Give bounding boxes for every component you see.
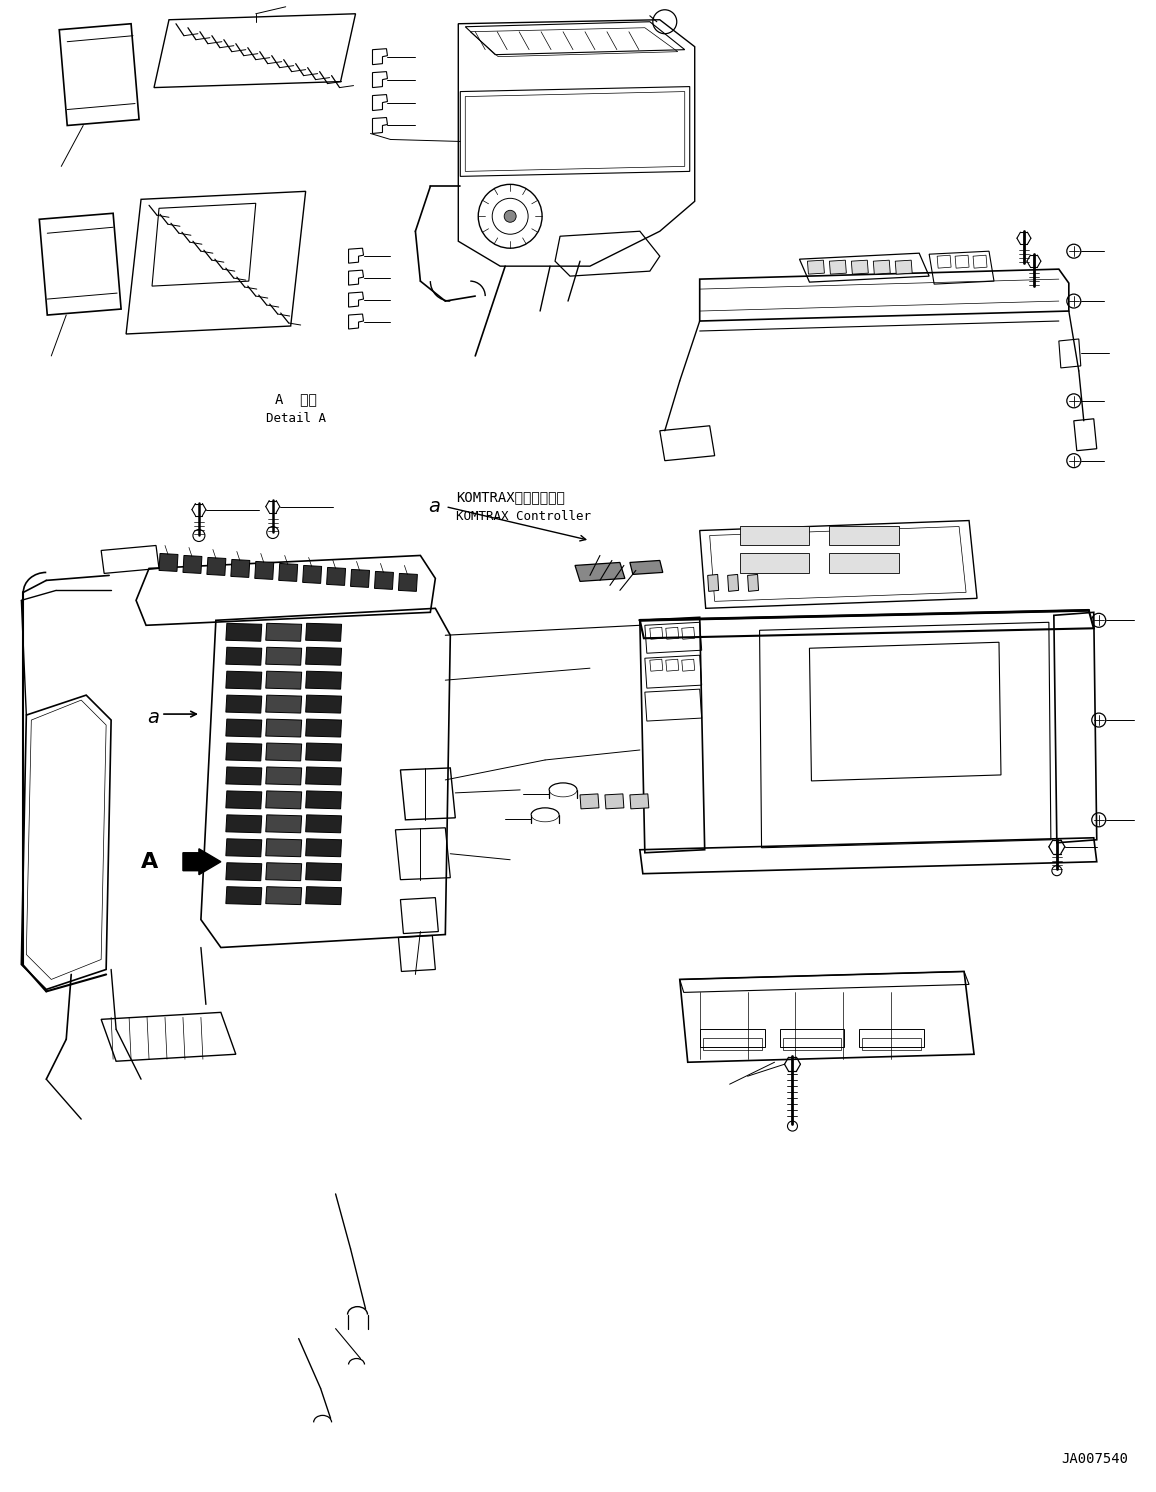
Polygon shape (279, 564, 298, 582)
Text: a: a (429, 497, 440, 516)
Polygon shape (225, 886, 261, 904)
Polygon shape (225, 791, 261, 809)
Polygon shape (305, 695, 341, 713)
Polygon shape (231, 560, 250, 577)
Bar (740, 525, 809, 546)
Polygon shape (225, 671, 261, 689)
Polygon shape (350, 570, 370, 588)
Bar (829, 525, 899, 546)
Polygon shape (266, 767, 302, 785)
Text: KOMTRAX Controller: KOMTRAX Controller (457, 510, 591, 524)
Polygon shape (748, 574, 758, 591)
Polygon shape (305, 839, 341, 856)
Text: A: A (140, 852, 157, 871)
Polygon shape (305, 671, 341, 689)
Polygon shape (266, 695, 302, 713)
Text: A  詳細: A 詳細 (275, 392, 317, 406)
Polygon shape (807, 260, 824, 275)
Polygon shape (225, 839, 261, 856)
Polygon shape (630, 561, 662, 574)
Polygon shape (707, 574, 719, 591)
Polygon shape (207, 558, 225, 576)
Polygon shape (225, 624, 261, 642)
Polygon shape (225, 695, 261, 713)
Bar (699, 1029, 764, 1047)
Polygon shape (305, 791, 341, 809)
FancyArrow shape (183, 849, 221, 874)
Polygon shape (305, 815, 341, 833)
Polygon shape (327, 567, 346, 585)
Polygon shape (266, 791, 302, 809)
Bar (703, 1038, 762, 1050)
Polygon shape (873, 260, 890, 275)
Polygon shape (303, 565, 321, 583)
Polygon shape (305, 862, 341, 880)
Polygon shape (266, 648, 302, 665)
Polygon shape (266, 719, 302, 737)
Text: a: a (147, 707, 160, 727)
Polygon shape (225, 815, 261, 833)
Polygon shape (575, 562, 625, 582)
Polygon shape (160, 554, 178, 571)
Bar (740, 554, 809, 573)
Text: KOMTRAXコントローラ: KOMTRAXコントローラ (457, 491, 565, 504)
Bar (862, 1038, 921, 1050)
Bar (779, 1029, 844, 1047)
Polygon shape (266, 743, 302, 761)
Polygon shape (605, 794, 624, 809)
Polygon shape (225, 743, 261, 761)
Polygon shape (399, 573, 417, 591)
Polygon shape (266, 624, 302, 642)
Bar (859, 1029, 924, 1047)
Bar (829, 554, 899, 573)
Polygon shape (305, 767, 341, 785)
Circle shape (504, 210, 516, 222)
Polygon shape (225, 719, 261, 737)
Polygon shape (266, 839, 302, 856)
Polygon shape (225, 767, 261, 785)
Polygon shape (266, 815, 302, 833)
Polygon shape (305, 624, 341, 642)
Bar (783, 1038, 842, 1050)
Polygon shape (305, 886, 341, 904)
Polygon shape (305, 743, 341, 761)
Polygon shape (305, 648, 341, 665)
Polygon shape (727, 574, 739, 591)
Polygon shape (266, 886, 302, 904)
Polygon shape (183, 555, 202, 573)
Polygon shape (580, 794, 599, 809)
Polygon shape (266, 671, 302, 689)
Polygon shape (225, 648, 261, 665)
Polygon shape (225, 862, 261, 880)
Polygon shape (851, 260, 868, 275)
Text: JA007540: JA007540 (1061, 1452, 1128, 1467)
Text: Detail A: Detail A (266, 412, 326, 425)
Polygon shape (895, 260, 912, 275)
Polygon shape (375, 571, 393, 589)
Polygon shape (266, 862, 302, 880)
Polygon shape (305, 719, 341, 737)
Polygon shape (630, 794, 649, 809)
Polygon shape (829, 260, 846, 275)
Polygon shape (254, 561, 274, 579)
